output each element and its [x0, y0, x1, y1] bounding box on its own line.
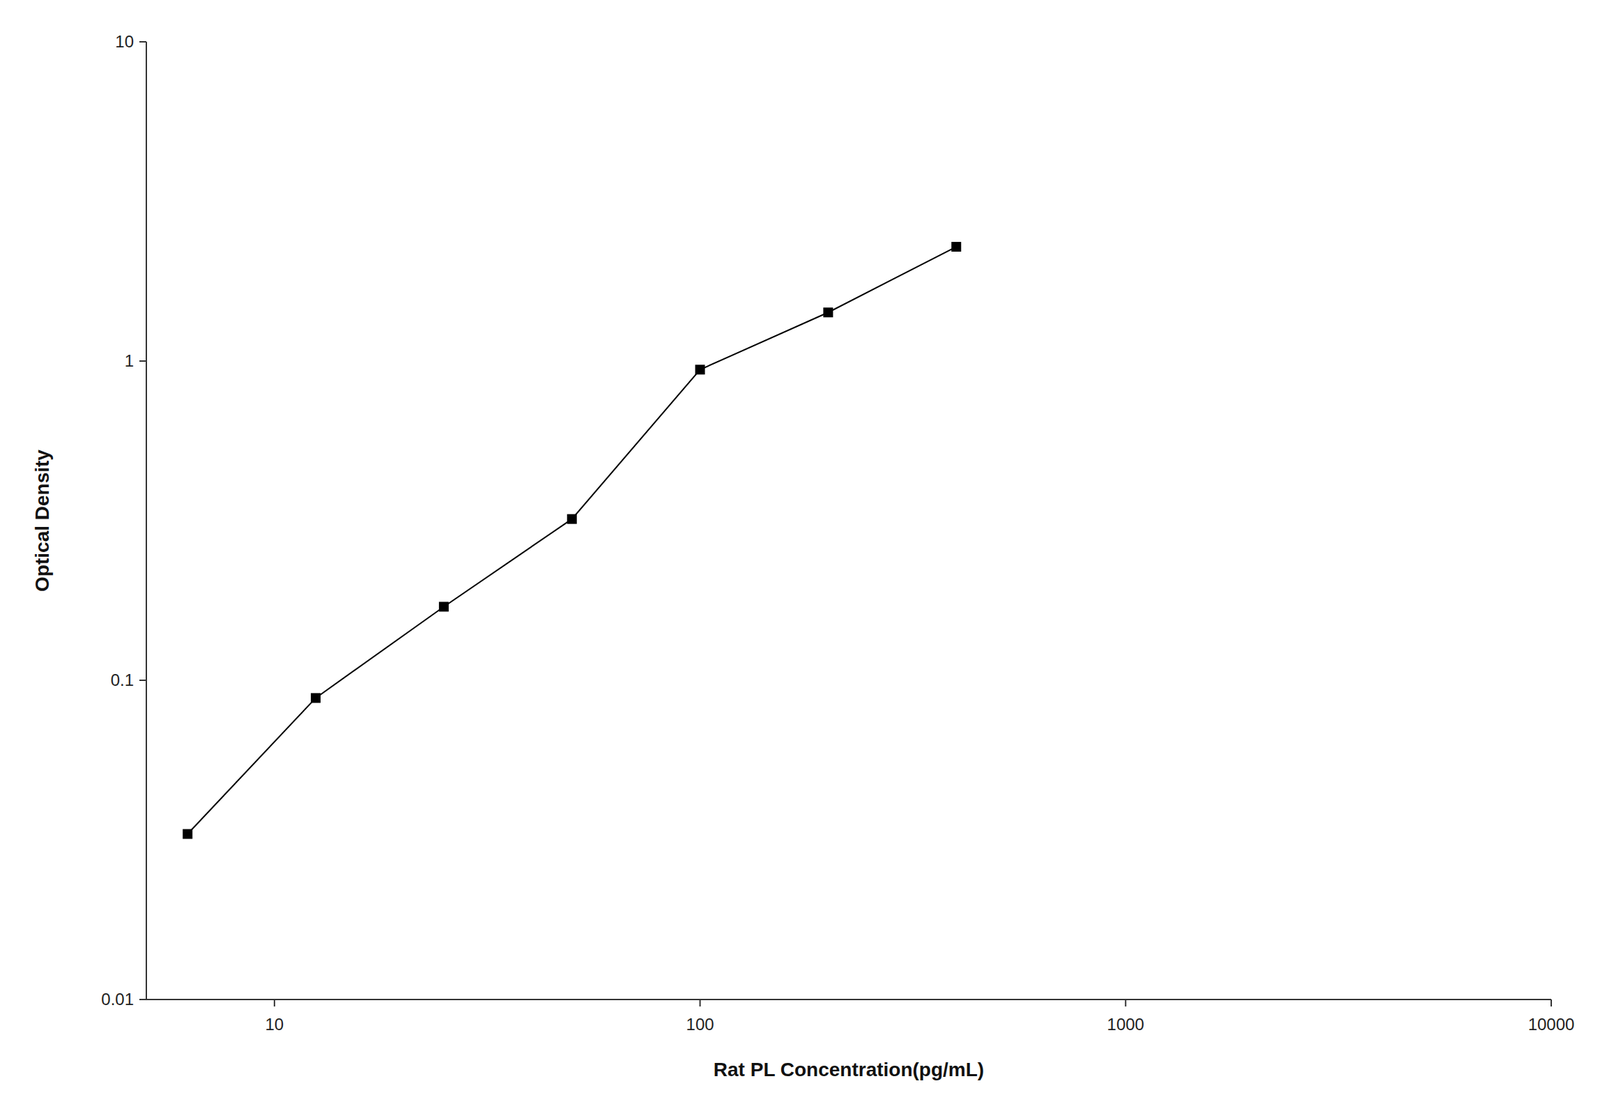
- line: [187, 246, 957, 834]
- x-tick-label: 10000: [1528, 1014, 1575, 1034]
- x-tick-label: 1000: [1107, 1014, 1145, 1034]
- y-tick: [139, 679, 147, 681]
- y-tick: [139, 41, 147, 43]
- x-tick-label: 100: [686, 1014, 715, 1034]
- point: [951, 241, 961, 252]
- x-ticks: 10 100 1000 10000: [264, 999, 1575, 1034]
- x-axis-label: Rat PL Concentration(pg/mL): [713, 1058, 984, 1081]
- x-axis-line: [146, 998, 1552, 1000]
- series: [182, 241, 961, 839]
- x-tick: [1550, 999, 1552, 1007]
- y-ticks: 0.01 0.1 1 10: [101, 32, 147, 1009]
- y-tick: [139, 360, 147, 362]
- chart: 10 100 1000 10000 0.01 0.1 1 10 Rat PL Concentra…: [0, 0, 1600, 1118]
- y-axis-line: [145, 41, 148, 1000]
- x-tick: [1124, 999, 1127, 1007]
- point: [822, 307, 833, 318]
- x-tick: [273, 999, 276, 1007]
- y-tick: [139, 998, 147, 1000]
- point: [182, 829, 193, 840]
- background: [0, 0, 1600, 1118]
- y-tick-label: 10: [114, 32, 134, 51]
- point: [310, 692, 321, 703]
- y-tick-label: 0.01: [101, 989, 134, 1009]
- y-tick-label: 1: [124, 351, 134, 371]
- y-axis-label: Optical Density: [31, 449, 53, 592]
- y-tick-label: 0.1: [110, 670, 134, 690]
- point: [567, 514, 578, 525]
- point: [695, 364, 706, 375]
- x-tick: [699, 999, 702, 1007]
- x-tick-label: 10: [264, 1014, 284, 1034]
- point: [439, 601, 449, 612]
